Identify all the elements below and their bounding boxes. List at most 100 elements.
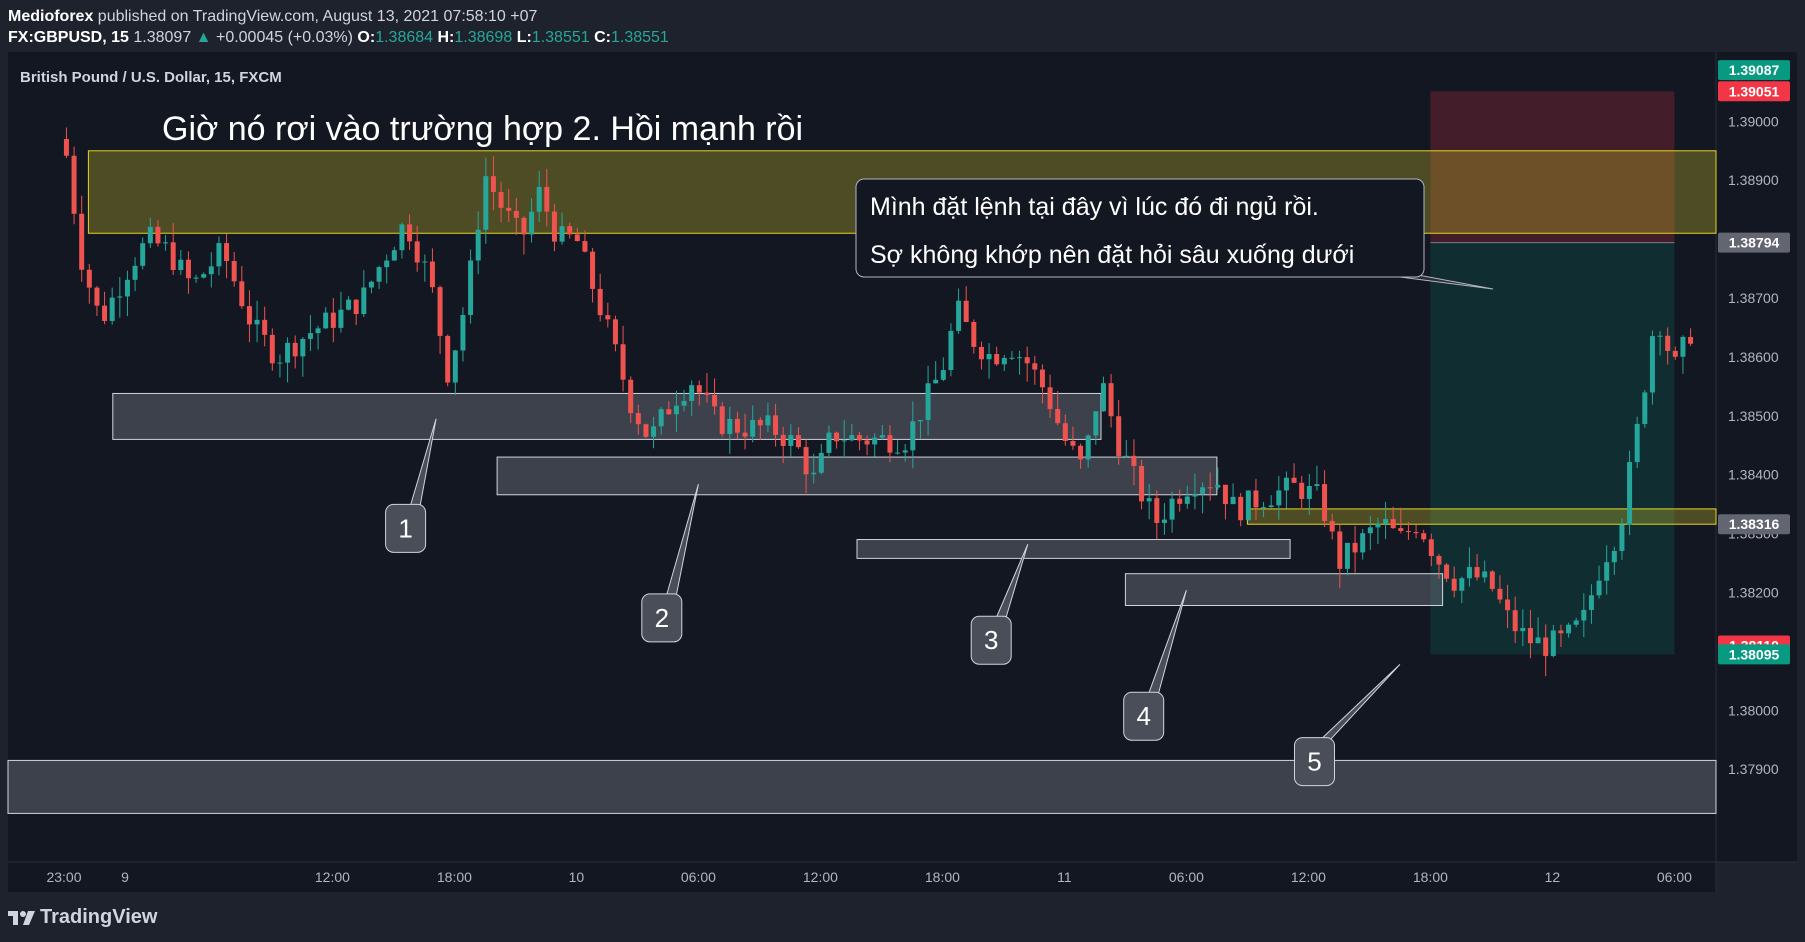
price-axis-pane [1716, 52, 1797, 862]
candle-body [79, 213, 85, 270]
candle-body [414, 241, 420, 263]
candle-body [376, 267, 382, 282]
candle-body [1474, 567, 1480, 578]
callout-box [641, 593, 683, 643]
candle-body [1215, 484, 1221, 488]
x-tick-label: 9 [121, 869, 129, 885]
candle-body [391, 250, 397, 261]
change-value: +0.00045 (+0.03%) [215, 29, 353, 46]
candle-body [1566, 624, 1572, 634]
candle-body [1322, 484, 1328, 521]
candle-body [1131, 455, 1137, 466]
candle-body [1230, 496, 1236, 505]
candle-body [361, 287, 367, 314]
candle-body [963, 300, 969, 322]
candle-body [856, 435, 862, 441]
candle-body [193, 277, 199, 279]
candle-body [1245, 490, 1251, 521]
candle-body [1009, 357, 1015, 359]
x-tick-label: 18:00 [925, 869, 960, 885]
candle-body [269, 334, 275, 364]
candle-body [132, 265, 138, 280]
candle-body [1688, 336, 1694, 344]
candle-body [841, 440, 847, 442]
candle-body [1558, 630, 1564, 634]
candle-body [1039, 369, 1045, 388]
publisher-name[interactable]: Mediofo­rex [8, 8, 94, 25]
x-tick-label: 06:00 [1169, 869, 1204, 885]
candle-body [239, 281, 245, 307]
price-tag [1718, 60, 1790, 81]
candle-body [437, 287, 443, 336]
candle-body [1512, 610, 1518, 632]
candle-body [163, 242, 169, 244]
candle-body [1161, 519, 1167, 523]
candle-body [1024, 357, 1030, 364]
candle-body [536, 186, 542, 212]
candle-body [1169, 498, 1175, 520]
candle-body [978, 346, 984, 360]
candle-body [1649, 336, 1655, 393]
candle-body [1444, 564, 1450, 579]
candle-body [254, 319, 260, 325]
candle-body [109, 297, 115, 321]
candle-body [1100, 383, 1106, 412]
callout-box [1294, 737, 1335, 787]
candle-body [1581, 609, 1587, 621]
candle-body [1055, 408, 1061, 424]
candle-body [1466, 567, 1472, 579]
candle-body [1459, 578, 1465, 591]
y-tick-label: 1.38000 [1728, 702, 1779, 718]
candle-body [994, 354, 1000, 365]
candle-body [1497, 588, 1503, 600]
candle-body [1672, 350, 1678, 357]
candle-body [1253, 490, 1259, 508]
candle-body [1657, 335, 1663, 337]
candle-body [307, 333, 313, 339]
y-tick-label: 1.38900 [1728, 172, 1779, 188]
candle-body [529, 211, 535, 235]
candle-body [1001, 357, 1007, 365]
candle-body [1192, 493, 1198, 497]
candle-body [1482, 571, 1488, 578]
candle-body [1261, 507, 1267, 509]
note-text-line: Mình đặt lệnh tại đây vì lúc đó đi ngủ r… [870, 193, 1319, 221]
candle-body [1184, 496, 1190, 504]
candle-body [1337, 531, 1343, 569]
candle-body [262, 319, 268, 335]
candle-body [574, 234, 580, 242]
candle-body [1383, 519, 1389, 524]
candle-body [1207, 487, 1213, 489]
candle-body [956, 300, 962, 331]
change-arrow: ▲ [195, 29, 212, 46]
candle-body [567, 226, 573, 235]
candle-body [605, 315, 611, 320]
candle-body [1611, 550, 1617, 563]
candle-body [773, 415, 779, 435]
candle-body [1604, 562, 1610, 581]
candle-body [895, 452, 901, 454]
candle-body [1329, 520, 1335, 532]
candle-body [1344, 542, 1350, 569]
candle-body [712, 394, 718, 407]
candle-body [1177, 498, 1183, 504]
candle-body [643, 424, 649, 437]
candle-body [544, 186, 550, 212]
chart-headline: Giờ nó rơi vào trường hợp 2. Hồi mạnh rồ… [162, 110, 803, 148]
candle-body [506, 207, 512, 211]
candle-body [475, 229, 481, 261]
candle-body [1047, 387, 1053, 409]
price-tag-label: 1.39051 [1729, 83, 1780, 99]
candle-body [368, 281, 374, 288]
x-tick-label: 18:00 [1413, 869, 1448, 885]
candle-body [742, 432, 748, 437]
candle-body [597, 288, 603, 316]
x-tick-label: 06:00 [681, 869, 716, 885]
callout-label: 4 [1136, 701, 1150, 731]
callout-label: 2 [655, 603, 669, 633]
price-tag [1718, 81, 1790, 102]
candle-body [590, 251, 596, 289]
candle-body [1428, 539, 1434, 557]
candle-body [689, 385, 695, 401]
